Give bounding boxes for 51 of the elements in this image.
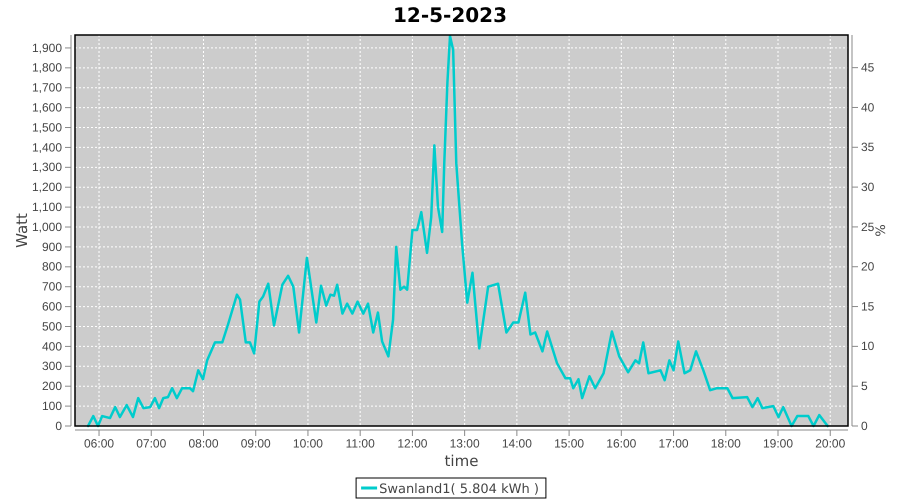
y-tick-label: 200 xyxy=(42,379,62,394)
x-tick-label: 20:00 xyxy=(815,436,846,451)
y-tick-label: 1,500 xyxy=(32,120,62,134)
x-tick-label: 17:00 xyxy=(658,436,689,451)
y-tick-label: 600 xyxy=(42,299,62,314)
y2-tick-label: 5 xyxy=(861,379,868,394)
y-tick-label: 1,200 xyxy=(32,180,62,194)
y2-tick-label: 0 xyxy=(861,418,868,433)
y2-tick-label: 45 xyxy=(861,60,875,74)
y-tick-label: 1,100 xyxy=(32,200,62,214)
legend-label: Swanland1( 5.804 kWh ) xyxy=(379,482,539,497)
y2-tick-label: 25 xyxy=(861,220,875,234)
x-tick-label: 10:00 xyxy=(292,436,324,451)
y-tick-label: 500 xyxy=(42,319,62,334)
y-tick-label: 100 xyxy=(42,398,62,413)
x-tick-label: 09:00 xyxy=(240,436,272,451)
y-tick-label: 1,700 xyxy=(32,80,62,95)
y2-axis-title: % xyxy=(874,224,889,237)
x-tick-label: 12:00 xyxy=(397,436,428,451)
y-tick-label: 400 xyxy=(42,339,62,354)
y-tick-label: 900 xyxy=(42,240,62,254)
y-tick-label: 1,900 xyxy=(32,40,62,55)
x-tick-label: 16:00 xyxy=(606,436,637,451)
y-tick-label: 300 xyxy=(42,359,62,374)
y2-tick-label: 10 xyxy=(861,339,875,354)
y2-tick-label: 35 xyxy=(861,140,875,154)
y2-tick-label: 30 xyxy=(861,180,875,194)
line-series xyxy=(86,34,829,428)
y2-tick-label: 20 xyxy=(861,260,875,274)
y2-tick-label: 40 xyxy=(861,100,875,114)
y-tick-label: 1,600 xyxy=(32,100,62,114)
x-tick-label: 18:00 xyxy=(710,436,742,451)
y-axis-title: Watt xyxy=(13,212,31,248)
y-tick-label: 1,400 xyxy=(32,140,62,154)
x-tick-label: 19:00 xyxy=(762,436,794,451)
x-tick-label: 11:00 xyxy=(346,436,376,451)
chart-title: 12-5-2023 xyxy=(392,3,508,27)
x-tick-label: 06:00 xyxy=(84,436,114,451)
y-tick-label: 1,300 xyxy=(32,160,62,174)
x-tick-label: 07:00 xyxy=(136,436,167,451)
y-tick-label: 1,000 xyxy=(32,220,62,234)
x-tick-label: 15:00 xyxy=(554,436,584,451)
y-tick-label: 0 xyxy=(55,418,62,433)
y-tick-label: 700 xyxy=(42,280,62,294)
x-tick-label: 13:00 xyxy=(450,436,480,451)
x-tick-label: 14:00 xyxy=(502,436,532,451)
x-tick-label: 08:00 xyxy=(188,436,219,451)
y-tick-label: 800 xyxy=(42,260,62,274)
y-tick-label: 1,800 xyxy=(32,60,62,75)
x-axis-title: time xyxy=(444,452,478,470)
y2-tick-label: 15 xyxy=(861,299,875,314)
